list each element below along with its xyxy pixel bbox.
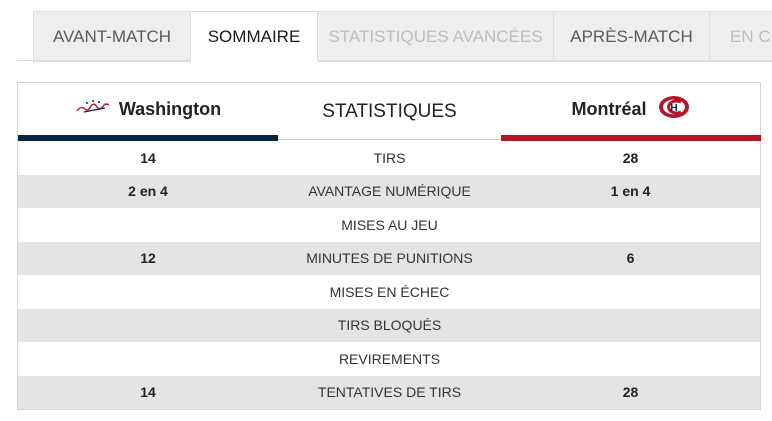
- home-team-header: Washington: [18, 83, 278, 135]
- stat-label: REVIREMENTS: [338, 350, 441, 367]
- stat-row-revirements: REVIREMENTS: [18, 342, 760, 376]
- home-value: 2 en 4: [128, 183, 168, 200]
- tab-apres-match[interactable]: APRÈS-MATCH: [554, 12, 710, 62]
- stat-row-tentatives-de-tirs: 14 TENTATIVES DE TIRS 28: [18, 375, 760, 409]
- stat-row-mises-en-echec: MISES EN ÉCHEC: [18, 275, 760, 309]
- home-team-color-bar: [18, 135, 278, 141]
- stat-row-tirs-bloques: TIRS BLOQUÉS: [18, 308, 760, 342]
- capitals-logo-icon: [75, 97, 111, 122]
- home-team-name: Washington: [118, 98, 222, 119]
- stat-row-avantage-numerique: 2 en 4 AVANTAGE NUMÉRIQUE 1 en 4: [18, 174, 760, 208]
- away-team-header: Montréal H: [501, 83, 761, 135]
- stats-title: STATISTIQUES: [322, 101, 457, 122]
- canadiens-logo-icon: H: [657, 94, 691, 125]
- away-team-name: Montréal: [571, 98, 647, 119]
- home-value: 12: [140, 250, 156, 267]
- stats-header: Washington STATISTIQUES Montréal H: [18, 83, 761, 141]
- stat-row-minutes-de-punitions: 12 MINUTES DE PUNITIONS 6: [18, 241, 760, 275]
- home-value: 14: [140, 149, 156, 166]
- tabs-divider: [17, 60, 772, 61]
- stat-label: MISES EN ÉCHEC: [329, 283, 450, 300]
- tab-sommaire[interactable]: SOMMAIRE: [191, 12, 318, 62]
- away-value: 28: [622, 149, 639, 166]
- game-tabs: AVANT-MATCH SOMMAIRE STATISTIQUES AVANCÉ…: [33, 11, 772, 62]
- stat-label: MISES AU JEU: [341, 216, 438, 233]
- away-value: 1 en 4: [610, 183, 651, 200]
- away-team-color-bar: [501, 135, 761, 141]
- svg-text:H: H: [670, 103, 677, 114]
- stats-table: Washington STATISTIQUES Montréal H 1: [17, 82, 761, 410]
- away-value: 6: [626, 250, 635, 267]
- stat-label: TIRS: [373, 149, 406, 166]
- stat-label: TENTATIVES DE TIRS: [317, 384, 462, 401]
- stat-row-tirs: 14 TIRS 28: [18, 141, 760, 175]
- stat-row-mises-au-jeu: MISES AU JEU: [18, 208, 760, 242]
- stat-label: AVANTAGE NUMÉRIQUE: [308, 183, 471, 200]
- stat-label: TIRS BLOQUÉS: [337, 317, 442, 334]
- stat-label: MINUTES DE PUNITIONS: [306, 250, 473, 267]
- tab-en-chiffres[interactable]: EN CH: [710, 12, 772, 62]
- away-value: 28: [622, 384, 639, 401]
- home-value: 14: [140, 384, 156, 401]
- tab-avant-match[interactable]: AVANT-MATCH: [33, 12, 191, 62]
- tab-statistiques-avancees[interactable]: STATISTIQUES AVANCÉES: [318, 12, 554, 62]
